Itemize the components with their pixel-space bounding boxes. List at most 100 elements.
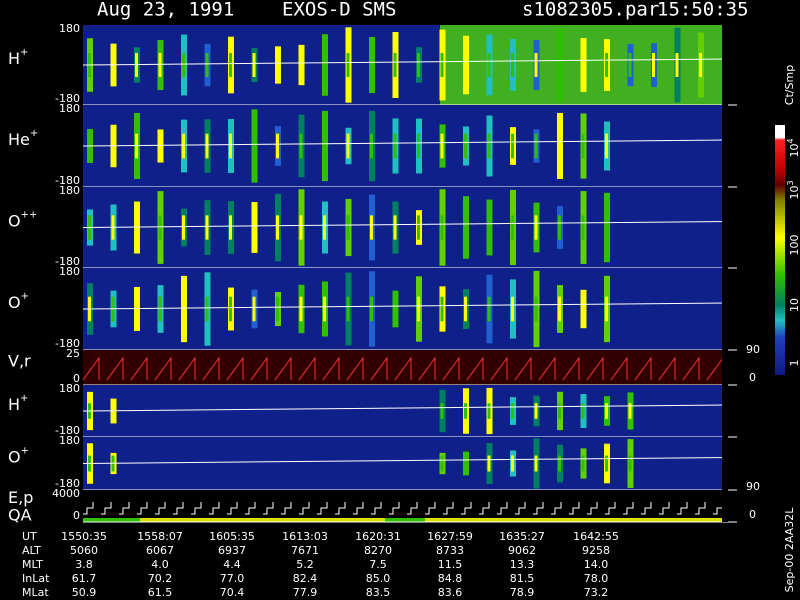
spectrum-core (464, 133, 467, 159)
footer-value: 1642:55 (573, 530, 619, 543)
panel-label-text: O (8, 293, 21, 312)
spectrum-core (299, 215, 303, 240)
panel-bg (83, 268, 728, 350)
spectrum-core (158, 53, 162, 77)
footer-value: 6067 (146, 544, 174, 557)
panel-label: H+ (8, 393, 28, 414)
footer-value: 1620:31 (355, 530, 401, 543)
trace-line (82, 58, 729, 66)
spectrum-core (558, 215, 561, 240)
spectrum-core (299, 296, 303, 322)
footer-value: 14.0 (584, 558, 609, 571)
spectrum-core (323, 133, 326, 159)
spectrum-core (558, 133, 561, 159)
spectrum-core (440, 403, 444, 419)
y2-tick-label: 0 (749, 371, 756, 384)
spectrum-core (464, 455, 467, 472)
panel-label-sup: + (30, 128, 38, 139)
spectrum-core (511, 53, 514, 77)
colorbar-label-exp: 4 (786, 138, 795, 143)
qa-bar (385, 518, 425, 522)
spectrum-core (252, 215, 256, 240)
panel-label: O++ (8, 210, 37, 231)
footer-value: 78.9 (510, 586, 535, 599)
y-tick-label: 4000 (52, 487, 80, 500)
footer-row-label: ALT (22, 544, 41, 557)
spectrum-core (464, 53, 467, 77)
spectrum-core (487, 53, 491, 77)
panel-label: H+ (8, 47, 28, 68)
spectrum-core (323, 53, 326, 77)
footer-value: 70.2 (148, 572, 173, 585)
footer-value: 1605:35 (209, 530, 255, 543)
y-tick-label: -180 (55, 92, 80, 105)
spectrum-core (158, 215, 162, 240)
y-tick-label: 180 (59, 434, 80, 447)
qa-bar (83, 518, 140, 522)
footer-value: 83.5 (366, 586, 391, 599)
spectrum-core (440, 455, 444, 472)
colorbar-label: 104 (786, 138, 800, 157)
spectrum-core (276, 53, 279, 77)
y-tick-label: 180 (59, 382, 80, 395)
trace-line (82, 302, 729, 310)
colorbar-label-exp: 3 (786, 180, 795, 185)
spectrum-core (205, 296, 209, 322)
spectrum-core (229, 296, 232, 322)
panel-bg (83, 187, 728, 268)
footer-value: 9258 (582, 544, 610, 557)
panel-label-text: He (8, 130, 30, 149)
spectrum-core (370, 215, 373, 240)
panel-edge (722, 105, 728, 187)
time: 15:50:35 (657, 0, 749, 21)
colorbar-label-base: 10 (788, 144, 800, 158)
colorbar-unit: Ct/Smp (783, 65, 796, 105)
spectrum-core (205, 133, 209, 159)
panel-label: He+ (8, 128, 38, 149)
footer-value: 9062 (508, 544, 536, 557)
spectrum-core (487, 455, 491, 472)
spectrum-core (652, 53, 655, 77)
spectrum-core (581, 53, 585, 77)
footer-value: 77.9 (293, 586, 318, 599)
footer-value: 73.2 (584, 586, 609, 599)
colorbar-label-base: 10 (788, 298, 800, 312)
spectrum-core (370, 296, 373, 322)
panel-bg (83, 437, 728, 490)
footer-value: 70.4 (220, 586, 245, 599)
y-tick-label: 0 (73, 509, 80, 522)
panel-label-sup: + (21, 291, 29, 302)
spectrum-core (323, 296, 326, 322)
panel-label-text: H (8, 395, 20, 414)
spectrum-core (346, 215, 350, 240)
footer-value: 1635:27 (499, 530, 545, 543)
spectrum-core (393, 215, 397, 240)
spectrum-core (229, 215, 232, 240)
footer-value: 81.5 (510, 572, 535, 585)
date: Aug 23, 1991 (97, 0, 234, 21)
footer-row-label: InLat (22, 572, 50, 585)
spectrum-core (370, 133, 373, 159)
footer-value: 1613:03 (282, 530, 328, 543)
spectrum-core (487, 296, 491, 322)
panel-bg (83, 385, 728, 437)
spectrum-core (558, 455, 561, 472)
qa-bar (140, 518, 385, 522)
panel-bg (83, 105, 728, 187)
spectrum-core (440, 296, 444, 322)
panel-label-text: H (8, 49, 20, 68)
colorbar-label-base: 1 (788, 360, 800, 367)
spectrum-core (605, 296, 608, 322)
colorbar-label-base: 100 (788, 235, 800, 256)
footer-row-label: MLT (22, 558, 43, 571)
spectrum-core (581, 455, 585, 472)
footer-value: 6937 (218, 544, 246, 557)
spectrum-core (464, 215, 467, 240)
footer-value: 1550:35 (61, 530, 107, 543)
spectrum-core (534, 53, 538, 77)
spectrum-core (299, 53, 303, 77)
spectrum-core (393, 133, 397, 159)
spectrum-core (417, 296, 420, 322)
spectrum-core (440, 133, 444, 159)
y-tick-label: 180 (59, 184, 80, 197)
